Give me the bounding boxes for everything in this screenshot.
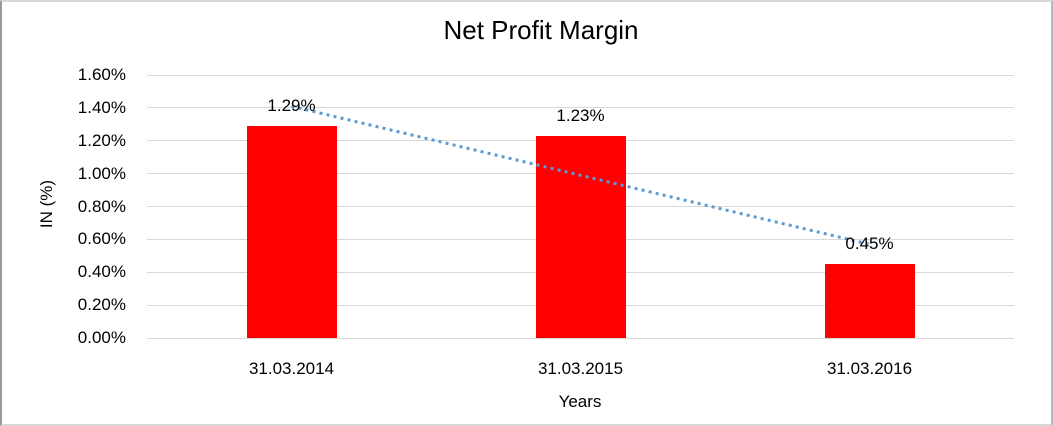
y-axis-tick-label: 0.20% (77, 295, 126, 315)
gridline (147, 74, 1014, 76)
y-axis-tick-label: 0.60% (77, 229, 126, 249)
bar-31.03.2016[interactable] (824, 264, 915, 338)
gridline (147, 337, 1014, 339)
y-axis-tick-label: 1.20% (77, 130, 126, 150)
x-axis-label-31.03.2014: 31.03.2014 (248, 359, 335, 378)
x-axis-title: Years (558, 392, 602, 411)
gridline (147, 107, 1014, 109)
y-axis-tick-label: 1.40% (77, 97, 126, 117)
trendline[interactable] (147, 75, 1014, 338)
y-axis-tick-label: 1.00% (77, 163, 126, 183)
data-label-31.03.2014: 1.29% (267, 95, 316, 115)
y-axis-tick-label: 1.60% (77, 65, 126, 84)
y-axis-tick-label: 0.00% (77, 328, 126, 347)
x-axis-label-31.03.2015: 31.03.2015 (537, 359, 624, 378)
plot-area: 1.29% 1.23% 0.45% (147, 74, 1014, 339)
chart-title: Net Profit Margin (443, 15, 639, 45)
y-axis-tick-label: 0.40% (77, 262, 126, 282)
bar-31.03.2014[interactable] (246, 125, 337, 338)
x-axis-label-31.03.2016: 31.03.2016 (826, 359, 913, 378)
data-label-31.03.2015: 1.23% (556, 105, 605, 125)
y-axis-tick-label: 0.80% (77, 196, 126, 216)
data-label-31.03.2016: 0.45% (845, 234, 894, 254)
